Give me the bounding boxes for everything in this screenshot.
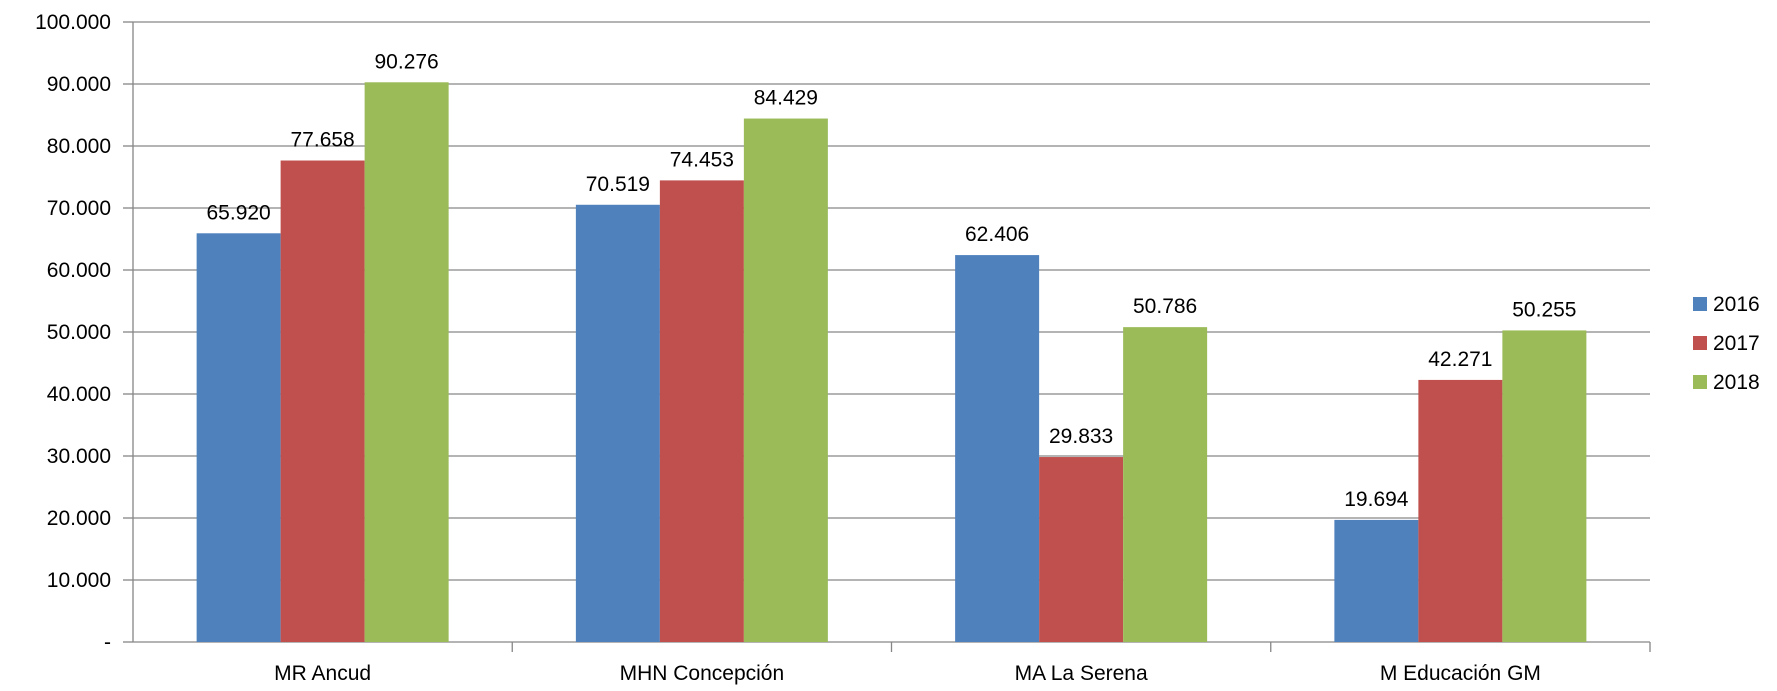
- bar: [743, 118, 828, 642]
- data-label: 70.519: [586, 173, 650, 196]
- data-label: 42.271: [1428, 348, 1492, 371]
- bar: [575, 204, 660, 642]
- legend-label: 2018: [1713, 371, 1760, 394]
- legend-label: 2016: [1713, 293, 1760, 316]
- bar: [659, 180, 744, 642]
- x-category-label: MA La Serena: [1015, 662, 1148, 685]
- legend-swatch: [1693, 336, 1707, 350]
- data-label: 74.453: [670, 148, 734, 171]
- y-tick-label: 70.000: [47, 197, 111, 220]
- x-category-label: MHN Concepción: [620, 662, 785, 685]
- y-axis-ticks: - 10.000 20.000 30.000 40.000 50.000 60.000 70.…: [35, 11, 111, 654]
- legend-swatch: [1693, 297, 1707, 311]
- y-tick-label: 30.000: [47, 445, 111, 468]
- bar: [364, 82, 449, 642]
- data-labels: 65.920 77.658 90.276 70.519 74.453 84.429 62.4…: [207, 50, 1577, 511]
- data-label: 29.833: [1049, 425, 1113, 448]
- data-label: 65.920: [207, 201, 271, 224]
- bar: [1123, 327, 1208, 642]
- legend-swatch: [1693, 375, 1707, 389]
- legend: 2016 2017 2018: [1693, 293, 1760, 394]
- y-tick-label: 50.000: [47, 321, 111, 344]
- x-axis-categories: MR Ancud MHN Concepción MA La Serena M Educ…: [274, 662, 1541, 685]
- y-tick-label: 80.000: [47, 135, 111, 158]
- y-tick-label: 40.000: [47, 383, 111, 406]
- data-label: 50.786: [1133, 295, 1197, 318]
- data-label: 90.276: [375, 50, 439, 73]
- bar: [1334, 519, 1419, 642]
- data-label: 50.255: [1512, 298, 1576, 321]
- bar: [196, 233, 281, 642]
- y-tick-label: 100.000: [35, 11, 111, 34]
- bar: [955, 255, 1040, 642]
- bars: [196, 82, 1587, 643]
- y-tick-label: 90.000: [47, 73, 111, 96]
- y-tick-label: -: [104, 631, 111, 654]
- bar: [1502, 330, 1587, 642]
- bar: [1039, 457, 1124, 642]
- data-label: 62.406: [965, 223, 1029, 246]
- data-label: 84.429: [754, 87, 818, 110]
- y-tick-label: 20.000: [47, 507, 111, 530]
- legend-label: 2017: [1713, 332, 1760, 355]
- x-category-label: M Educación GM: [1380, 662, 1541, 685]
- data-label: 77.658: [291, 129, 355, 152]
- bar: [1418, 379, 1503, 642]
- y-tick-label: 10.000: [47, 569, 111, 592]
- data-label: 19.694: [1344, 488, 1409, 511]
- y-tick-label: 60.000: [47, 259, 111, 282]
- x-category-label: MR Ancud: [274, 662, 371, 685]
- bar: [280, 160, 365, 643]
